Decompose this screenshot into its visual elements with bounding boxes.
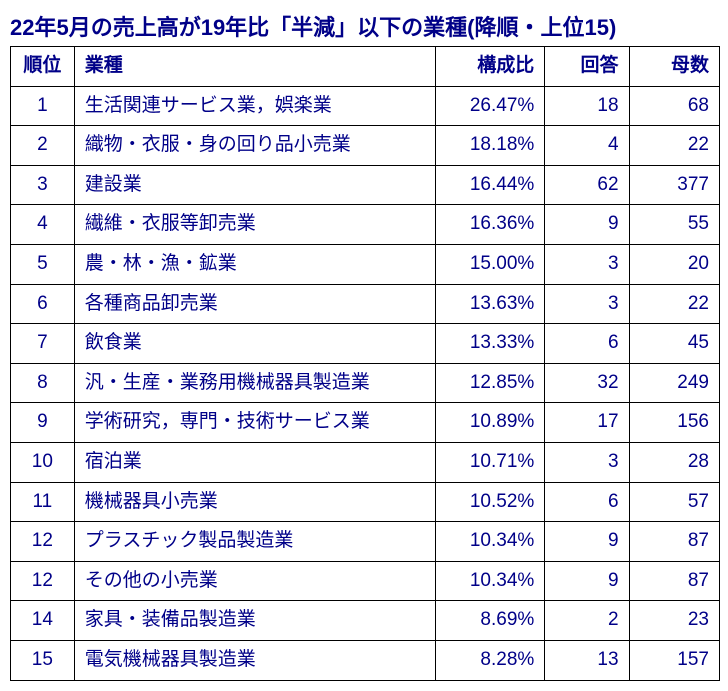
col-header-industry: 業種 <box>74 47 436 87</box>
table-row: 9学術研究，専門・技術サービス業10.89%17156 <box>11 403 720 443</box>
cell-total: 377 <box>629 165 719 205</box>
table-row: 3建設業16.44%62377 <box>11 165 720 205</box>
cell-industry: その他の小売業 <box>74 561 436 601</box>
cell-responses: 13 <box>545 640 629 680</box>
table-row: 4繊維・衣服等卸売業16.36%955 <box>11 205 720 245</box>
cell-total: 87 <box>629 561 719 601</box>
table-row: 15電気機械器具製造業8.28%13157 <box>11 640 720 680</box>
cell-rank: 10 <box>11 442 75 482</box>
cell-ratio: 26.47% <box>436 86 545 126</box>
cell-ratio: 8.69% <box>436 601 545 641</box>
cell-total: 23 <box>629 601 719 641</box>
cell-industry: 宿泊業 <box>74 442 436 482</box>
cell-responses: 9 <box>545 205 629 245</box>
cell-rank: 1 <box>11 86 75 126</box>
cell-ratio: 10.34% <box>436 561 545 601</box>
col-header-ratio: 構成比 <box>436 47 545 87</box>
table-row: 6各種商品卸売業13.63%322 <box>11 284 720 324</box>
cell-total: 28 <box>629 442 719 482</box>
cell-responses: 3 <box>545 442 629 482</box>
cell-responses: 3 <box>545 284 629 324</box>
cell-industry: 飲食業 <box>74 324 436 364</box>
col-header-total: 母数 <box>629 47 719 87</box>
cell-rank: 12 <box>11 561 75 601</box>
cell-ratio: 8.28% <box>436 640 545 680</box>
cell-ratio: 18.18% <box>436 126 545 166</box>
cell-industry: 各種商品卸売業 <box>74 284 436 324</box>
cell-industry: プラスチック製品製造業 <box>74 522 436 562</box>
cell-responses: 6 <box>545 482 629 522</box>
cell-rank: 15 <box>11 640 75 680</box>
table-row: 7飲食業13.33%645 <box>11 324 720 364</box>
cell-industry: 学術研究，専門・技術サービス業 <box>74 403 436 443</box>
cell-responses: 17 <box>545 403 629 443</box>
cell-responses: 62 <box>545 165 629 205</box>
cell-industry: 汎・生産・業務用機械器具製造業 <box>74 363 436 403</box>
cell-industry: 生活関連サービス業，娯楽業 <box>74 86 436 126</box>
cell-responses: 2 <box>545 601 629 641</box>
cell-responses: 9 <box>545 561 629 601</box>
cell-total: 55 <box>629 205 719 245</box>
cell-ratio: 10.52% <box>436 482 545 522</box>
table-row: 5農・林・漁・鉱業15.00%320 <box>11 244 720 284</box>
table-row: 10宿泊業10.71%328 <box>11 442 720 482</box>
table-row: 11機械器具小売業10.52%657 <box>11 482 720 522</box>
cell-rank: 3 <box>11 165 75 205</box>
cell-responses: 4 <box>545 126 629 166</box>
table-row: 8汎・生産・業務用機械器具製造業12.85%32249 <box>11 363 720 403</box>
cell-rank: 7 <box>11 324 75 364</box>
cell-industry: 電気機械器具製造業 <box>74 640 436 680</box>
cell-total: 157 <box>629 640 719 680</box>
cell-total: 156 <box>629 403 719 443</box>
cell-industry: 農・林・漁・鉱業 <box>74 244 436 284</box>
cell-ratio: 10.89% <box>436 403 545 443</box>
table-row: 12その他の小売業10.34%987 <box>11 561 720 601</box>
cell-ratio: 10.71% <box>436 442 545 482</box>
cell-ratio: 16.36% <box>436 205 545 245</box>
cell-total: 57 <box>629 482 719 522</box>
cell-responses: 3 <box>545 244 629 284</box>
cell-ratio: 13.33% <box>436 324 545 364</box>
table-header-row: 順位 業種 構成比 回答 母数 <box>11 47 720 87</box>
cell-responses: 18 <box>545 86 629 126</box>
cell-rank: 12 <box>11 522 75 562</box>
cell-total: 249 <box>629 363 719 403</box>
cell-ratio: 15.00% <box>436 244 545 284</box>
table-body: 1生活関連サービス業，娯楽業26.47%18682織物・衣服・身の回り品小売業1… <box>11 86 720 680</box>
col-header-responses: 回答 <box>545 47 629 87</box>
table-row: 1生活関連サービス業，娯楽業26.47%1868 <box>11 86 720 126</box>
cell-ratio: 12.85% <box>436 363 545 403</box>
cell-industry: 繊維・衣服等卸売業 <box>74 205 436 245</box>
table-title: 22年5月の売上高が19年比「半減」以下の業種(降順・上位15) <box>10 10 718 42</box>
cell-total: 45 <box>629 324 719 364</box>
cell-total: 20 <box>629 244 719 284</box>
cell-rank: 8 <box>11 363 75 403</box>
cell-responses: 6 <box>545 324 629 364</box>
cell-rank: 4 <box>11 205 75 245</box>
industry-table: 順位 業種 構成比 回答 母数 1生活関連サービス業，娯楽業26.47%1868… <box>10 46 720 681</box>
cell-total: 22 <box>629 284 719 324</box>
cell-ratio: 10.34% <box>436 522 545 562</box>
col-header-rank: 順位 <box>11 47 75 87</box>
cell-rank: 11 <box>11 482 75 522</box>
cell-ratio: 16.44% <box>436 165 545 205</box>
table-row: 12プラスチック製品製造業10.34%987 <box>11 522 720 562</box>
table-row: 14家具・装備品製造業8.69%223 <box>11 601 720 641</box>
cell-industry: 家具・装備品製造業 <box>74 601 436 641</box>
cell-industry: 建設業 <box>74 165 436 205</box>
cell-ratio: 13.63% <box>436 284 545 324</box>
cell-rank: 14 <box>11 601 75 641</box>
cell-responses: 32 <box>545 363 629 403</box>
cell-total: 22 <box>629 126 719 166</box>
cell-industry: 機械器具小売業 <box>74 482 436 522</box>
cell-total: 68 <box>629 86 719 126</box>
cell-responses: 9 <box>545 522 629 562</box>
table-row: 2織物・衣服・身の回り品小売業18.18%422 <box>11 126 720 166</box>
cell-rank: 6 <box>11 284 75 324</box>
cell-rank: 9 <box>11 403 75 443</box>
cell-rank: 2 <box>11 126 75 166</box>
cell-rank: 5 <box>11 244 75 284</box>
cell-total: 87 <box>629 522 719 562</box>
cell-industry: 織物・衣服・身の回り品小売業 <box>74 126 436 166</box>
